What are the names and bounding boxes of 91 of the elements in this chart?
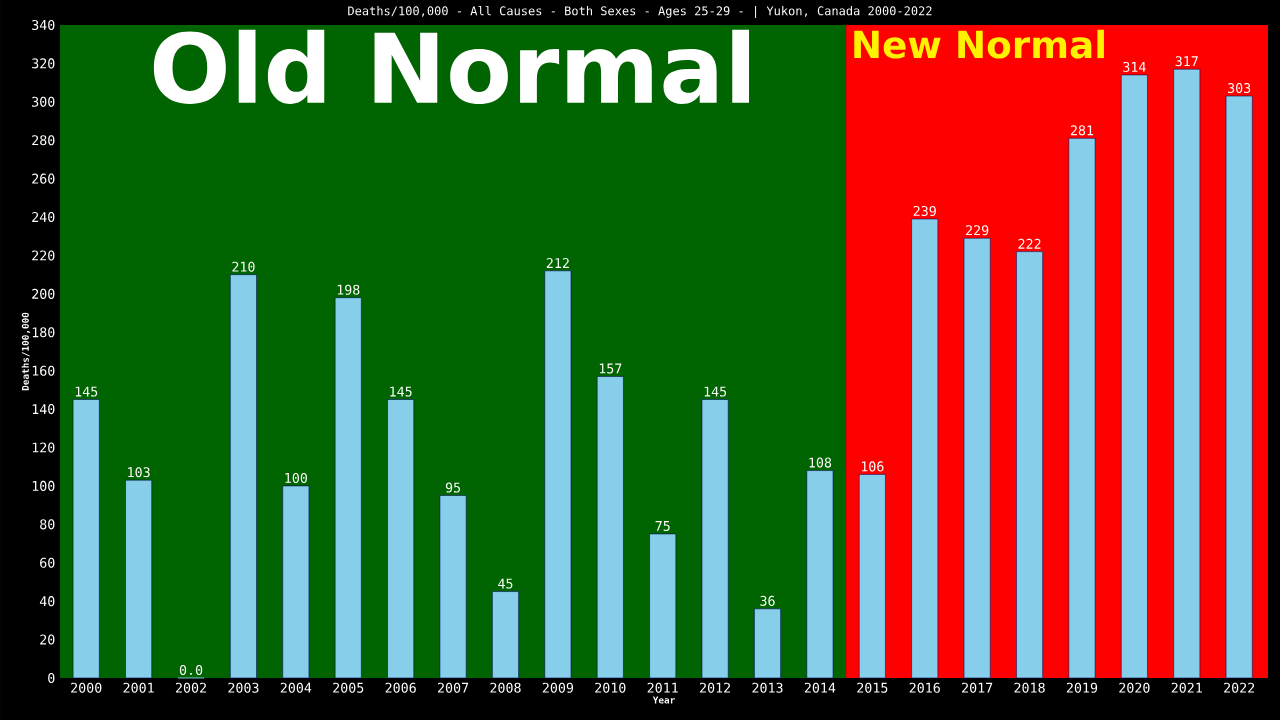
y-tick-label: 280 (32, 135, 55, 146)
data-label: 157 (599, 363, 622, 374)
y-tick-label: 320 (32, 58, 55, 69)
bar (1121, 74, 1148, 679)
y-tick-label: 220 (32, 250, 55, 261)
x-tick-label: 2020 (1119, 682, 1150, 693)
data-label: 103 (128, 467, 150, 478)
y-tick-label: 160 (32, 365, 55, 376)
bar (544, 270, 572, 679)
bar (858, 474, 886, 679)
x-tick-label: 2003 (228, 682, 259, 693)
y-tick-label: 0 (48, 672, 55, 684)
x-tick-label: 2000 (71, 682, 102, 693)
data-label: 45 (498, 578, 513, 589)
bar (230, 274, 257, 679)
data-label: 145 (704, 386, 727, 397)
x-axis-title: Year (652, 696, 675, 704)
data-label: 106 (861, 461, 884, 472)
y-tick-label: 40 (39, 596, 55, 607)
y-tick-label: 240 (32, 211, 55, 223)
bar (596, 376, 624, 679)
chart-title: Deaths/100,000 - All Causes - Both Sexes - Ages 25-29 - | Yukon, Canada 2000-2022 (348, 5, 932, 18)
y-tick-label: 260 (32, 173, 55, 184)
data-label: 95 (445, 482, 461, 493)
y-tick-label: 180 (32, 327, 55, 338)
bar (72, 399, 100, 679)
data-label: 239 (913, 205, 936, 217)
bar (1016, 251, 1043, 679)
data-label: 317 (1175, 56, 1198, 67)
y-tick-label: 80 (40, 519, 55, 530)
bar (1068, 138, 1096, 679)
y-tick-label: 300 (32, 96, 55, 107)
x-tick-label: 2007 (438, 682, 469, 693)
bar (806, 470, 834, 679)
x-tick-label: 2001 (123, 682, 154, 693)
x-tick-label: 2005 (333, 682, 364, 693)
y-tick-label: 100 (32, 480, 55, 491)
y-tick-label: 200 (32, 288, 55, 299)
data-label: 210 (232, 261, 255, 272)
x-tick-label: 2018 (1014, 682, 1045, 693)
bar (387, 399, 415, 679)
data-label: 229 (966, 225, 989, 236)
x-tick-label: 2015 (857, 682, 888, 693)
data-label: 222 (1018, 238, 1041, 249)
data-label: 303 (1228, 83, 1251, 94)
x-tick-label: 2006 (385, 682, 416, 693)
x-tick-label: 2016 (909, 682, 940, 693)
data-label: 212 (546, 257, 569, 268)
bar (1173, 68, 1201, 679)
x-tick-label: 2021 (1171, 682, 1202, 693)
data-label: 108 (809, 457, 832, 468)
data-label: 145 (75, 386, 98, 397)
bar (125, 479, 152, 679)
data-label: 75 (655, 521, 670, 532)
x-tick-label: 2002 (175, 682, 206, 693)
data-label: 100 (285, 472, 308, 483)
y-tick-label: 120 (32, 442, 55, 453)
bar (701, 399, 729, 679)
x-tick-label: 2013 (752, 682, 783, 693)
y-axis-title: Deaths/100,000 (21, 312, 31, 391)
bar (911, 218, 939, 679)
data-label: 145 (390, 386, 412, 397)
data-label: 281 (1070, 125, 1094, 136)
bar (649, 533, 677, 679)
bar (1225, 95, 1253, 679)
x-tick-label: 2008 (490, 682, 521, 693)
data-label: 36 (760, 595, 775, 606)
x-tick-label: 2009 (542, 682, 574, 693)
data-label: 314 (1123, 61, 1146, 72)
bar (439, 495, 467, 679)
x-tick-label: 2019 (1066, 682, 1098, 693)
x-tick-label: 2010 (595, 682, 626, 693)
bar (492, 591, 519, 679)
band-label: Old Normal (153, 29, 750, 104)
bar (334, 297, 362, 679)
x-tick-label: 2012 (700, 682, 731, 693)
y-tick-label: 140 (32, 404, 55, 415)
bar (282, 485, 310, 679)
y-tick-label: 340 (32, 19, 55, 31)
x-tick-label: 2017 (962, 682, 993, 693)
y-tick-label: 60 (40, 557, 55, 568)
bar (754, 608, 781, 679)
band-label: New Normal (854, 29, 1104, 59)
x-tick-label: 2004 (280, 682, 312, 693)
data-label: 198 (337, 284, 360, 295)
bar (963, 237, 991, 679)
y-tick-label: 20 (40, 634, 55, 645)
x-tick-label: 2022 (1224, 682, 1255, 693)
x-tick-label: 2014 (804, 682, 836, 693)
data-label: 0.0 (179, 664, 203, 676)
x-tick-label: 2011 (647, 682, 678, 693)
